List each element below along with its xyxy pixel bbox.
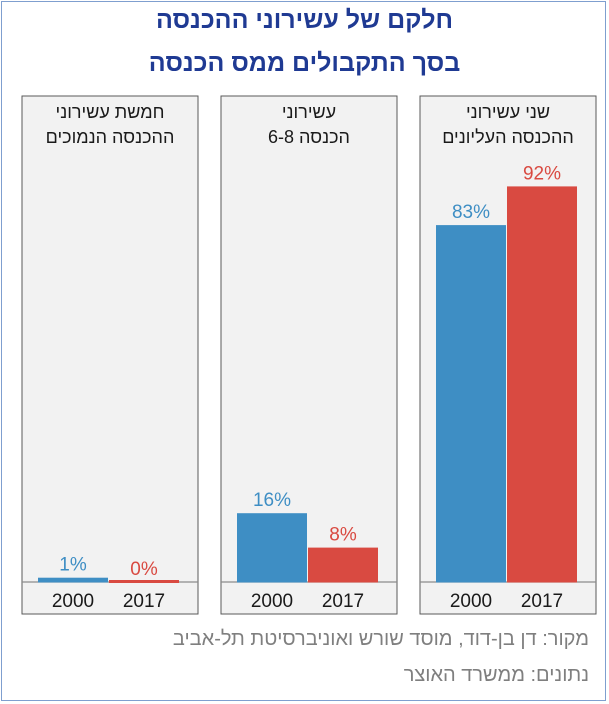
x-tick-label: 2017 — [521, 591, 563, 612]
panel-title: עשירוני — [282, 102, 336, 122]
data-label: 8% — [329, 525, 357, 546]
source-note: מקור: דן בן-דוד, מוסד שורש ואוניברסיטת ת… — [172, 628, 589, 650]
data-note: נתונים: ממשרד האוצר — [403, 664, 589, 686]
data-label: 92% — [523, 163, 561, 184]
panel-title: הכנסה 6-8 — [268, 127, 350, 147]
x-tick-label: 2000 — [450, 591, 492, 612]
data-label: 83% — [452, 202, 490, 223]
panel-title: שני עשירוני — [466, 102, 550, 122]
data-label: 16% — [253, 490, 291, 511]
x-tick-label: 2000 — [251, 591, 293, 612]
bar-2017 — [308, 547, 378, 583]
chart-title-line-1: חלקם של עשירוני ההכנסה — [155, 6, 454, 34]
bar-2017 — [109, 582, 179, 583]
bar-2000 — [436, 225, 506, 583]
data-label: 1% — [59, 555, 87, 576]
bar-2017 — [507, 186, 577, 583]
panel-background — [21, 95, 199, 615]
panel-title: חמשת עשירוני — [56, 102, 165, 122]
panel-title: ההכנסה הנמוכים — [46, 127, 175, 147]
bar-2000 — [237, 513, 307, 583]
data-label: 0% — [130, 559, 158, 580]
x-tick-label: 2017 — [322, 591, 364, 612]
x-tick-label: 2000 — [52, 591, 94, 612]
chart-title-line-2: בסך התקבולים ממס הכנסה — [148, 49, 461, 77]
bar-2000 — [38, 577, 108, 583]
x-tick-label: 2017 — [123, 591, 165, 612]
panel-title: ההכנסה העליונים — [442, 127, 574, 147]
